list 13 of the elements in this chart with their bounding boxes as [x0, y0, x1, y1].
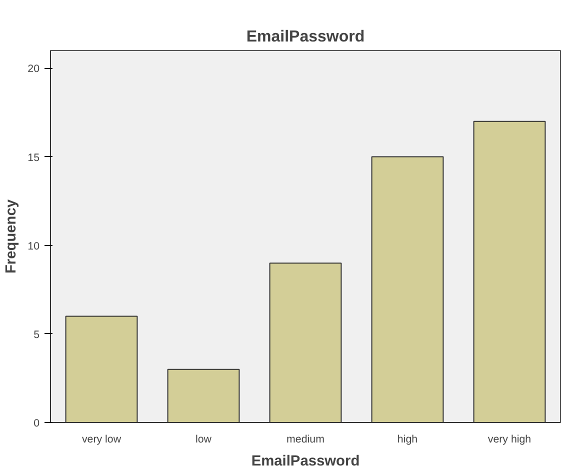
y-tick-label: 15	[28, 152, 40, 164]
x-tick-label: low	[196, 434, 212, 446]
x-tick-label: high	[397, 434, 418, 446]
x-tick-label: very low	[82, 434, 122, 446]
x-axis-title: EmailPassword	[251, 454, 360, 470]
x-tick-label: medium	[286, 434, 325, 446]
y-tick-label: 10	[28, 240, 40, 252]
chart-title: EmailPassword	[246, 28, 365, 46]
y-tick-label: 5	[34, 328, 40, 341]
y-tick-label: 0	[34, 418, 40, 430]
x-tick-label: very high	[488, 434, 532, 446]
y-tick-label: 20	[28, 63, 40, 76]
y-axis-title: Frequency	[4, 198, 20, 274]
